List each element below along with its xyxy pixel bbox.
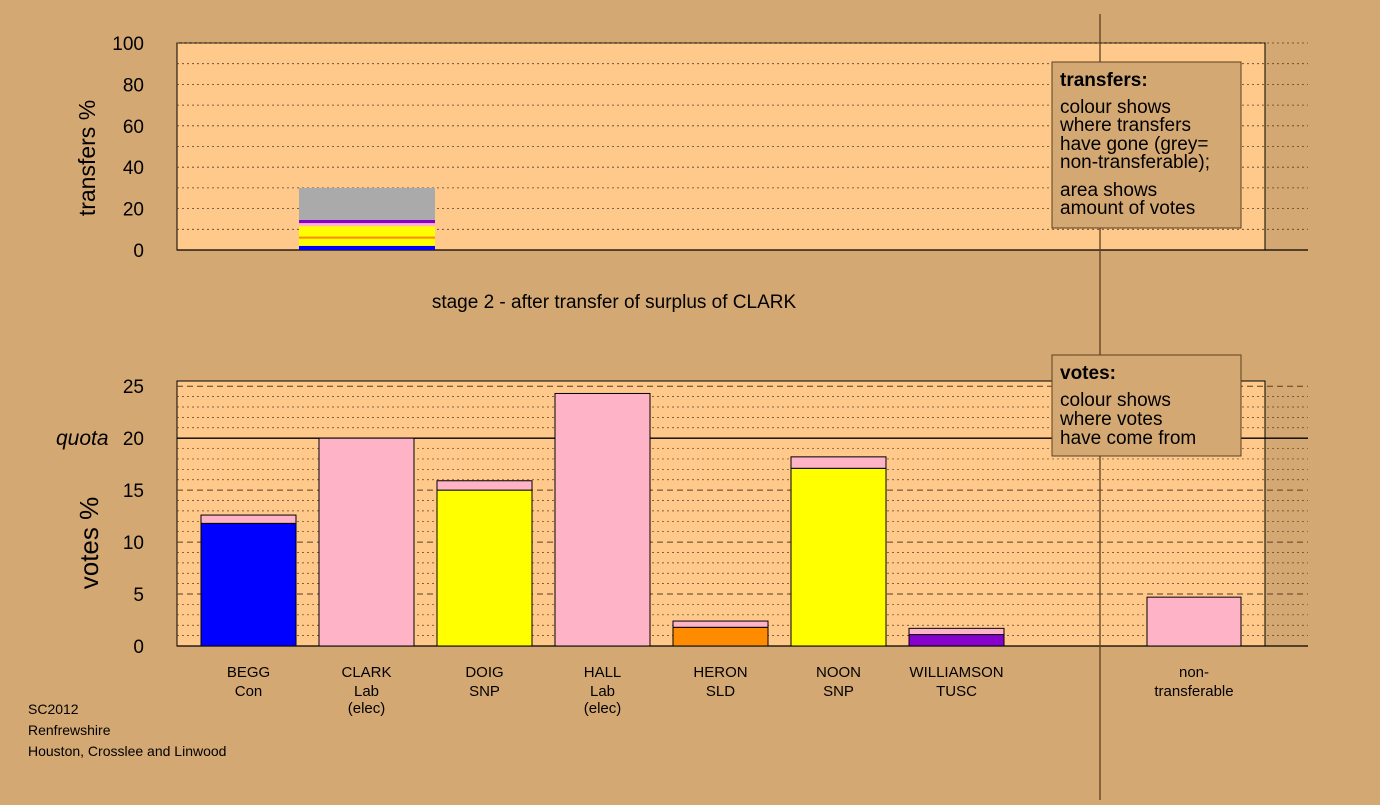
transfers-legend-line: amount of votes [1060, 198, 1195, 219]
candidate-name: NOON [816, 664, 861, 681]
transfers-tick-label: 60 [123, 117, 144, 138]
chart-title: stage 2 - after transfer of surplus of C… [432, 292, 797, 313]
vote-bar [908, 634, 1005, 647]
transfer-bar [436, 480, 533, 491]
candidate-party: SNP [469, 683, 500, 700]
transfers-legend-box [1051, 61, 1242, 229]
footer-ward: Houston, Crosslee and Linwood [28, 743, 226, 759]
transfers-legend-title: transfers: [1060, 70, 1148, 91]
transfers-gridlines [177, 42, 1308, 251]
transfers-tick-label: 80 [123, 75, 144, 96]
vote-bar [318, 437, 415, 647]
transfers-legend-line: non-transferable); [1060, 152, 1210, 173]
transfers-legend: transfers: colour shows where transfers … [1051, 61, 1242, 229]
vote-bar [200, 522, 297, 647]
candidate-party: SNP [823, 683, 854, 700]
votes-legend: votes: colour shows where votes have com… [1051, 354, 1242, 457]
votes-tick-label: 25 [123, 377, 144, 398]
transfer-segment [299, 226, 435, 237]
transfer-segment [299, 219, 435, 224]
transfer-bar [908, 627, 1005, 636]
transfer-bar [790, 456, 887, 469]
transfers-legend-line: colour shows [1060, 97, 1171, 118]
candidate-status: (elec) [348, 700, 386, 717]
candidate-name: CLARK [341, 664, 391, 681]
votes-legend-line: colour shows [1060, 390, 1171, 411]
vote-bar [436, 489, 533, 647]
votes-tick-label: 20 [123, 429, 144, 450]
transfer-segment [299, 236, 435, 239]
transfer-segment [299, 245, 435, 250]
votes-legend-line: where votes [1059, 409, 1162, 430]
footer-election: SC2012 [28, 701, 79, 717]
votes-legend-title: votes: [1060, 363, 1116, 384]
votes-y-ticks: 0 5 10 15 20 25 quota [56, 377, 144, 658]
footer-council: Renfrewshire [28, 722, 111, 738]
transfers-legend-line: where transfers [1059, 115, 1191, 136]
candidate-party: TUSC [936, 683, 977, 700]
candidate-labels: BEGGConCLARKLab(elec)DOIGSNPHALLLab(elec… [227, 664, 1234, 717]
transfers-legend-line: area shows [1060, 180, 1157, 201]
transfers-tick-label: 100 [112, 34, 144, 55]
transfer-bar [672, 620, 769, 628]
candidate-name: DOIG [465, 664, 503, 681]
candidate-status: (elec) [584, 700, 622, 717]
nontransferable-label: non- [1179, 664, 1209, 681]
vote-bar [554, 392, 651, 647]
transfers-y-ticks: 0 20 40 60 80 100 [112, 34, 144, 262]
candidate-party: SLD [706, 683, 735, 700]
transfer-segment [299, 223, 435, 227]
vote-bar [790, 467, 887, 647]
candidate-name: BEGG [227, 664, 270, 681]
candidate-name: WILLIAMSON [909, 664, 1003, 681]
transfers-bars [299, 187, 435, 250]
nontransferable-label: transferable [1154, 683, 1233, 700]
candidate-party: Con [235, 683, 263, 700]
transfer-segment [299, 238, 435, 246]
transfer-segment [299, 187, 435, 220]
candidate-party: Lab [590, 683, 615, 700]
votes-y-axis-label: votes % [74, 497, 104, 590]
votes-tick-label: 0 [133, 637, 144, 658]
vote-bar [672, 626, 769, 647]
votes-tick-label: 5 [133, 585, 144, 606]
votes-bars [200, 392, 1242, 647]
votes-legend-line: have come from [1060, 428, 1196, 449]
quota-label: quota [56, 427, 109, 450]
transfer-bar [200, 514, 297, 524]
nontransferable-bar [1146, 596, 1242, 647]
votes-tick-label: 10 [123, 533, 144, 554]
transfers-tick-label: 20 [123, 200, 144, 221]
votes-tick-label: 15 [123, 481, 144, 502]
transfers-legend-line: have gone (grey= [1060, 134, 1208, 155]
transfers-tick-label: 40 [123, 158, 144, 179]
votes-legend-box [1051, 354, 1242, 457]
transfers-y-axis-label: transfers % [74, 100, 100, 216]
candidate-party: Lab [354, 683, 379, 700]
transfers-tick-label: 0 [133, 241, 144, 262]
candidate-name: HALL [584, 664, 622, 681]
candidate-name: HERON [693, 664, 747, 681]
